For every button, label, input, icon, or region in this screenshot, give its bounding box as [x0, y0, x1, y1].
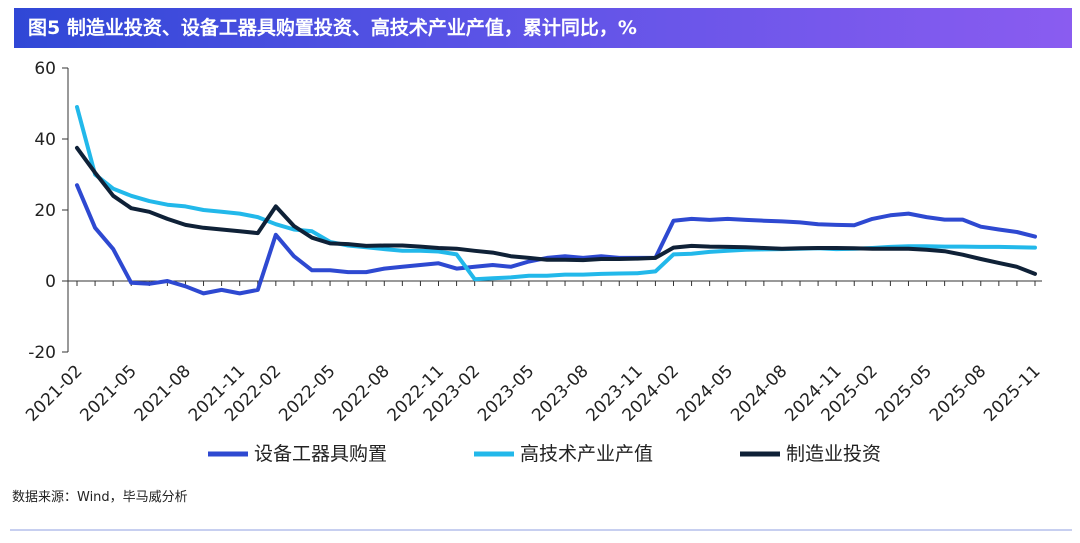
x-tick-label: 2023-05	[474, 361, 538, 425]
x-tick-label: 2022-08	[329, 361, 393, 425]
x-tick-label: 2021-05	[76, 361, 140, 425]
source-note: 数据来源：Wind，毕马威分析	[12, 490, 188, 505]
legend-label-2: 高技术产业产值	[520, 443, 653, 465]
title-bar	[8, 8, 1072, 48]
x-tick-label: 2021-02	[22, 361, 86, 425]
x-tick-label: 2025-08	[926, 361, 990, 425]
x-tick-label: 2023-08	[528, 361, 592, 425]
legend-label-1: 设备工器具购置	[254, 443, 387, 465]
y-tick-label: 20	[34, 201, 56, 221]
line-chart: -2002040602021-022021-052021-082021-1120…	[22, 59, 1044, 465]
bottom-divider	[10, 529, 1072, 531]
y-tick-label: 60	[34, 59, 56, 79]
y-tick-label: -20	[28, 343, 56, 363]
legend-label-3: 制造业投资	[786, 443, 881, 465]
title-accent-stripe	[8, 8, 14, 48]
x-tick-label: 2025-11	[980, 361, 1044, 425]
x-tick-label: 2024-08	[727, 361, 791, 425]
chart-title: 图5 制造业投资、设备工器具购置投资、高技术产业产值，累计同比，%	[28, 17, 637, 39]
x-tick-label: 2024-05	[673, 361, 737, 425]
x-tick-label: 2022-05	[275, 361, 339, 425]
x-tick-label: 2021-08	[131, 361, 195, 425]
y-tick-label: 0	[45, 272, 56, 292]
x-tick-label: 2025-05	[872, 361, 936, 425]
y-tick-label: 40	[34, 130, 56, 150]
series-line-2	[75, 105, 1037, 282]
series-line-1	[75, 183, 1037, 296]
series-line-3	[75, 145, 1037, 276]
